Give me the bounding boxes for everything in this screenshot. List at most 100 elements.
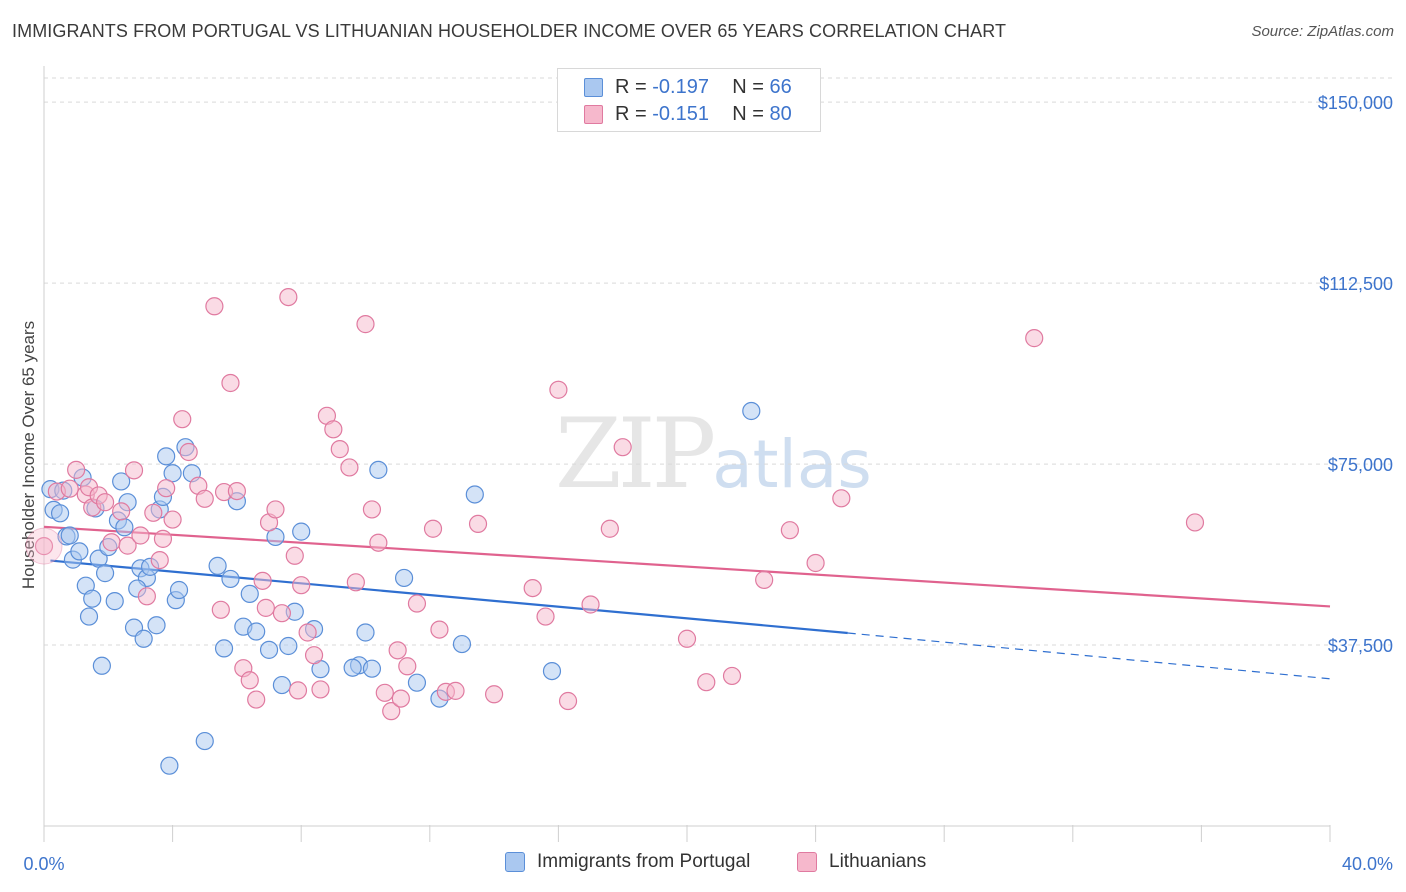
point-lithuanians (118, 536, 137, 555)
correlation-legend: R = -0.197 N = 66 R = -0.151 N = 80 (557, 68, 821, 132)
point-portugal (247, 622, 266, 641)
point-lithuanians (356, 315, 375, 334)
legend-n-label: N = (732, 76, 764, 98)
point-portugal (79, 607, 99, 626)
point-lithuanians (340, 458, 359, 477)
point-lithuanians (346, 573, 365, 592)
point-lithuanians-cluster (25, 527, 63, 565)
point-lithuanians (256, 598, 275, 617)
point-portugal (292, 522, 311, 541)
point-portugal (147, 616, 166, 635)
point-lithuanians (304, 646, 324, 665)
trend-line-portugal-extrapolated (847, 632, 1331, 680)
point-lithuanians (423, 519, 443, 538)
point-lithuanians (1185, 513, 1205, 532)
point-lithuanians (430, 620, 449, 639)
point-lithuanians (137, 587, 156, 606)
point-portugal (163, 464, 182, 483)
point-lithuanians (163, 510, 182, 529)
point-lithuanians (375, 683, 394, 702)
point-portugal (394, 568, 414, 588)
point-portugal (542, 661, 562, 681)
point-portugal (160, 756, 179, 775)
point-lithuanians (247, 690, 266, 709)
point-lithuanians (227, 481, 246, 501)
point-portugal (112, 472, 131, 491)
point-lithuanians (266, 500, 285, 519)
point-lithuanians (362, 500, 382, 519)
point-portugal (452, 634, 472, 654)
point-lithuanians (34, 537, 54, 556)
point-lithuanians (298, 623, 317, 642)
point-lithuanians (279, 287, 298, 307)
point-portugal (208, 556, 227, 575)
point-portugal (465, 485, 484, 504)
point-lithuanians (485, 685, 504, 704)
point-portugal (169, 580, 189, 600)
legend-row-lithuanians: R = -0.151 N = 80 (584, 103, 792, 126)
point-portugal (195, 731, 214, 751)
point-lithuanians (1025, 329, 1044, 348)
tick-labels: $37,500 $75,000 $112,500 $150,000 0.0% 40.0% (23, 93, 1393, 874)
point-lithuanians (523, 578, 542, 598)
point-lithuanians (131, 526, 150, 545)
y-tick-label: $112,500 (1319, 274, 1393, 294)
point-lithuanians (558, 691, 578, 711)
point-lithuanians (95, 493, 115, 512)
point-lithuanians (285, 546, 304, 565)
point-lithuanians (272, 604, 292, 623)
point-portugal (214, 639, 234, 658)
point-portugal (105, 592, 124, 611)
point-lithuanians (211, 600, 230, 619)
point-lithuanians (195, 489, 214, 508)
data-points (25, 287, 1205, 775)
point-lithuanians (581, 595, 600, 614)
point-lithuanians (311, 680, 330, 699)
legend-n-value: 80 (769, 103, 792, 125)
point-lithuanians (697, 673, 716, 692)
point-lithuanians (112, 502, 131, 521)
point-lithuanians (722, 666, 742, 686)
trend-line-lithuanians (43, 525, 1331, 608)
point-lithuanians (179, 442, 198, 462)
point-portugal (92, 656, 111, 675)
point-lithuanians (240, 671, 259, 690)
point-lithuanians (253, 571, 272, 590)
x-tick-label: 0.0% (23, 854, 64, 874)
trend-line-portugal (50, 559, 848, 635)
point-portugal (369, 460, 388, 479)
point-lithuanians (124, 461, 144, 480)
legend-r-value: -0.197 (652, 76, 709, 98)
point-lithuanians (330, 440, 349, 459)
bottom-legend-lithuanians: Lithuanians (797, 851, 926, 873)
point-lithuanians (832, 489, 851, 508)
bottom-legend-swatch-portugal (505, 852, 525, 872)
legend-r-label: R = (615, 103, 647, 125)
point-lithuanians (446, 681, 465, 700)
point-lithuanians (398, 657, 417, 676)
gridlines (44, 77, 1395, 646)
point-portugal (356, 623, 375, 642)
point-portugal (272, 675, 292, 695)
y-tick-label: $37,500 (1328, 636, 1393, 656)
point-lithuanians (150, 550, 169, 570)
point-portugal (115, 518, 134, 537)
legend-n-value: 66 (769, 76, 792, 98)
point-lithuanians (173, 410, 192, 429)
point-lithuanians (382, 702, 401, 721)
point-lithuanians (780, 521, 799, 540)
legend-row-portugal: R = -0.197 N = 66 (584, 76, 792, 99)
bottom-legend-label-portugal: Immigrants from Portugal (537, 851, 751, 872)
bottom-legend-swatch-lithuanians (797, 852, 817, 872)
point-portugal (95, 564, 115, 583)
point-lithuanians (157, 479, 176, 498)
point-lithuanians (677, 629, 697, 648)
point-lithuanians (60, 479, 79, 498)
point-lithuanians (292, 576, 311, 595)
point-lithuanians (806, 553, 825, 573)
point-lithuanians (324, 420, 343, 439)
point-portugal (259, 640, 279, 659)
point-lithuanians (391, 689, 410, 708)
point-lithuanians (153, 529, 173, 548)
